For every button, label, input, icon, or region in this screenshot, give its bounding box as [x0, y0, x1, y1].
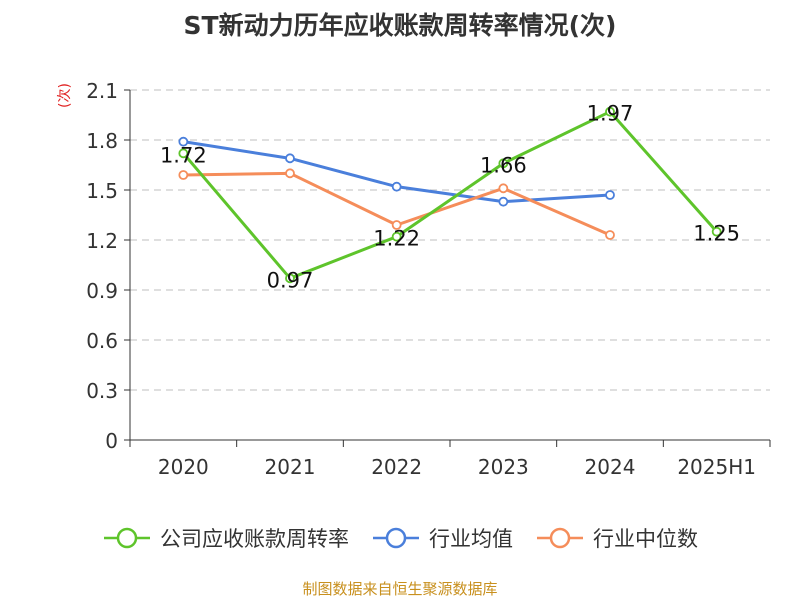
data-label: 1.97 — [587, 102, 634, 126]
series-line — [183, 140, 611, 204]
data-point — [498, 196, 509, 207]
data-label: 1.66 — [480, 153, 527, 177]
legend-label: 公司应收账款周转率 — [160, 527, 349, 551]
data-point — [178, 136, 189, 147]
data-point — [605, 106, 615, 117]
data-point — [498, 158, 509, 169]
legend-item[interactable]: 行业均值 — [371, 523, 513, 553]
x-tick-label: 2023 — [478, 455, 529, 479]
x-tick-label: 2020 — [158, 455, 209, 479]
y-tick-label: 1.5 — [86, 179, 118, 203]
x-tick-label: 2025H1 — [677, 455, 756, 479]
x-tick-label: 2022 — [371, 455, 422, 479]
data-point — [711, 226, 722, 237]
legend-item[interactable]: 公司应收账款周转率 — [102, 523, 349, 553]
data-point — [391, 181, 402, 192]
data-point — [285, 273, 295, 284]
x-tick-label: 2021 — [265, 455, 316, 479]
y-tick-label: 0.9 — [86, 279, 118, 303]
data-point — [498, 183, 509, 194]
y-tick-label: 0.6 — [86, 329, 118, 353]
legend-item[interactable]: 行业中位数 — [535, 523, 698, 553]
chart-legend: 公司应收账款周转率 行业均值 行业中位数 — [0, 520, 800, 556]
legend-swatch-icon — [537, 527, 583, 549]
data-label: 1.72 — [160, 143, 207, 167]
data-source-note: 制图数据来自恒生聚源数据库 — [302, 580, 498, 598]
series-line — [182, 110, 718, 280]
data-point — [391, 231, 402, 242]
data-point — [285, 168, 295, 179]
data-label: 1.22 — [373, 227, 420, 251]
data-label: 1.25 — [693, 222, 740, 246]
y-tick-label: 0 — [105, 429, 118, 453]
data-point — [178, 148, 189, 159]
legend-swatch-icon — [104, 527, 150, 549]
y-tick-label: 1.8 — [86, 129, 118, 153]
data-point — [605, 230, 615, 240]
y-tick-label: 1.2 — [86, 229, 118, 253]
data-point — [605, 190, 615, 200]
data-point — [285, 153, 295, 164]
x-tick-label: 2024 — [585, 455, 636, 479]
legend-label: 行业均值 — [429, 527, 513, 551]
legend-label: 行业中位数 — [593, 527, 698, 551]
data-point — [178, 170, 189, 180]
y-tick-label: 2.1 — [86, 79, 118, 103]
chart-title: ST新动力历年应收账款周转率情况(次) — [183, 11, 617, 40]
data-point — [391, 220, 402, 230]
legend-swatch-icon — [373, 527, 419, 549]
y-tick-label: 0.3 — [86, 379, 118, 403]
data-label: 0.97 — [267, 268, 314, 292]
